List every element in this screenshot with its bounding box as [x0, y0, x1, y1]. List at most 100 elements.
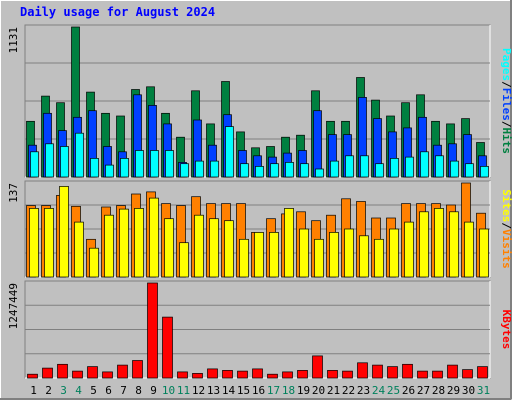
- day-label: 11: [177, 384, 190, 397]
- panel-kbytes-series-label: KBytes: [500, 310, 512, 350]
- sites-bar: [329, 232, 339, 278]
- kbytes-bar: [132, 360, 143, 379]
- sites-bar: [89, 247, 99, 278]
- day-label: 17: [267, 384, 280, 397]
- sites-bar: [119, 208, 129, 278]
- pages-bar: [180, 163, 189, 178]
- pages-bar: [480, 166, 489, 178]
- panel-kbytes: 1247449 KBytes: [7, 280, 512, 379]
- series-label-part: Sites: [500, 189, 512, 222]
- kbytes-bar: [327, 370, 338, 379]
- day-label: 14: [222, 384, 236, 397]
- sites-bar: [434, 208, 444, 278]
- day-label: 30: [462, 384, 475, 397]
- sites-bar: [74, 221, 84, 278]
- pages-bar: [285, 162, 294, 178]
- panel-kbytes-bars: [27, 282, 488, 379]
- day-label: 23: [357, 384, 370, 397]
- pages-bar: [360, 155, 369, 178]
- day-label: 18: [282, 384, 295, 397]
- pages-bar: [270, 163, 279, 178]
- panel-visits-bars: [26, 182, 489, 278]
- sites-bar: [269, 232, 279, 278]
- sites-bar: [134, 208, 144, 278]
- day-label: 28: [432, 384, 445, 397]
- pages-bar: [435, 155, 444, 178]
- day-label: 27: [417, 384, 430, 397]
- kbytes-bar: [372, 364, 383, 379]
- kbytes-bar: [432, 370, 443, 379]
- pages-bar: [345, 155, 354, 178]
- sites-bar: [404, 221, 414, 278]
- kbytes-bar: [267, 373, 278, 379]
- pages-bar: [375, 163, 384, 178]
- day-label: 12: [192, 384, 205, 397]
- kbytes-bar: [282, 371, 293, 379]
- pages-bar: [150, 150, 159, 178]
- day-labels: 1 2 3 4 5 6 7 8 9 10 11 12 13 14 15 16 17 18 19 20 21 22 23 24 2…: [30, 384, 490, 397]
- sites-bar: [194, 214, 204, 278]
- day-label: 24: [372, 384, 386, 397]
- kbytes-bar: [177, 371, 188, 379]
- kbytes-bar: [87, 366, 98, 379]
- sites-bar: [344, 228, 354, 278]
- pages-bar: [465, 163, 474, 178]
- series-label-part: Files: [500, 88, 512, 121]
- pages-bar: [135, 150, 144, 178]
- series-label-part: /: [500, 81, 512, 88]
- pages-bar: [75, 132, 84, 178]
- panel-visits: 137 Sites/Visits: [7, 180, 512, 278]
- pages-bar: [330, 160, 339, 178]
- kbytes-bar: [192, 373, 203, 379]
- sites-bar: [479, 228, 489, 278]
- panel-hits-series-label: Pages/Files/Hits: [500, 48, 512, 154]
- kbytes-bar: [162, 316, 173, 379]
- day-label: 19: [297, 384, 310, 397]
- day-label: 26: [402, 384, 415, 397]
- pages-bar: [165, 150, 174, 178]
- kbytes-bar: [417, 370, 428, 379]
- sites-bar: [44, 208, 54, 278]
- pages-bar: [30, 151, 39, 178]
- sites-bar: [149, 197, 159, 278]
- pages-bar: [105, 164, 114, 178]
- day-label: 10: [162, 384, 175, 397]
- sites-bar: [374, 238, 384, 278]
- pages-bar: [210, 160, 219, 178]
- sites-bar: [284, 208, 294, 278]
- pages-bar: [390, 158, 399, 178]
- sites-bar: [254, 232, 264, 278]
- day-label: 9: [150, 384, 157, 397]
- sites-bar: [419, 211, 429, 278]
- kbytes-bar: [252, 368, 263, 379]
- sites-bar: [299, 228, 309, 278]
- kbytes-bar: [57, 363, 68, 379]
- chart-title: Daily usage for August 2024: [20, 5, 215, 19]
- day-label: 4: [75, 384, 82, 397]
- sites-bar: [164, 218, 174, 278]
- series-label-part: /: [500, 222, 512, 229]
- day-label: 22: [342, 384, 355, 397]
- panel-hits-ymax-label: 1131: [7, 27, 20, 54]
- day-label: 5: [90, 384, 97, 397]
- kbytes-bar: [102, 371, 113, 379]
- kbytes-bar: [207, 368, 218, 379]
- day-label: 16: [252, 384, 265, 397]
- pages-bar: [45, 143, 54, 178]
- series-label-part: Hits: [500, 128, 512, 155]
- sites-bar: [239, 238, 249, 278]
- pages-bar: [90, 158, 99, 178]
- day-label: 15: [237, 384, 250, 397]
- day-label: 8: [135, 384, 142, 397]
- pages-bar: [300, 163, 309, 178]
- panel-visits-ymax-label: 137: [7, 183, 20, 203]
- kbytes-bar: [312, 355, 323, 379]
- sites-bar: [389, 228, 399, 278]
- kbytes-bar: [342, 370, 353, 379]
- pages-bar: [405, 156, 414, 178]
- kbytes-bar: [462, 369, 473, 379]
- kbytes-bar: [477, 366, 488, 379]
